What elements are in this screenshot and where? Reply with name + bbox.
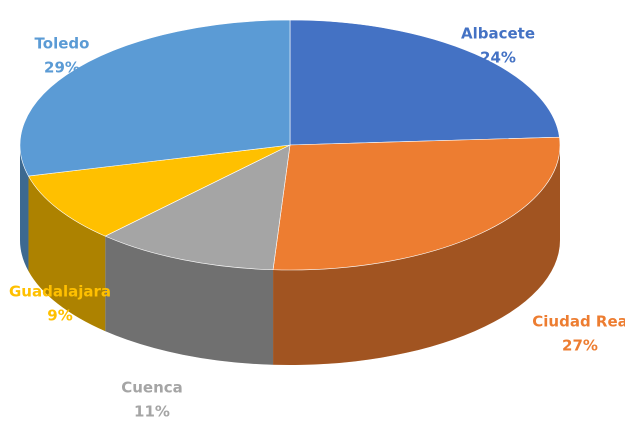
value-label: 27%: [562, 337, 598, 355]
slice: [272, 136, 561, 271]
category-label: Ciudad Rea: [532, 313, 625, 331]
category-label: Guadalajara: [9, 283, 111, 301]
side-shade: [28, 176, 106, 332]
category-label: Albacete: [461, 25, 535, 43]
value-label: 9%: [47, 307, 72, 325]
slice: [28, 144, 291, 237]
slice-side: [273, 145, 560, 365]
value-label: 11%: [134, 403, 170, 421]
slice: [104, 144, 291, 271]
slice: [289, 19, 560, 146]
slice: [19, 19, 291, 177]
side-shade: [105, 236, 274, 365]
slice-side: [28, 176, 106, 332]
category-label: Cuenca: [121, 379, 183, 397]
value-label: 24%: [480, 49, 516, 67]
side-shade: [273, 145, 560, 365]
pie-sides: [20, 145, 560, 365]
side-shade: [20, 145, 29, 272]
slice-side: [20, 145, 29, 272]
value-label: 29%: [44, 59, 80, 77]
slice-side: [105, 236, 274, 365]
data-labels: Albacete 24% Ciudad Rea 27% Cuenca 11% Guadala…: [9, 25, 625, 421]
pie-tops: [19, 19, 561, 271]
category-label: Toledo: [35, 35, 90, 53]
